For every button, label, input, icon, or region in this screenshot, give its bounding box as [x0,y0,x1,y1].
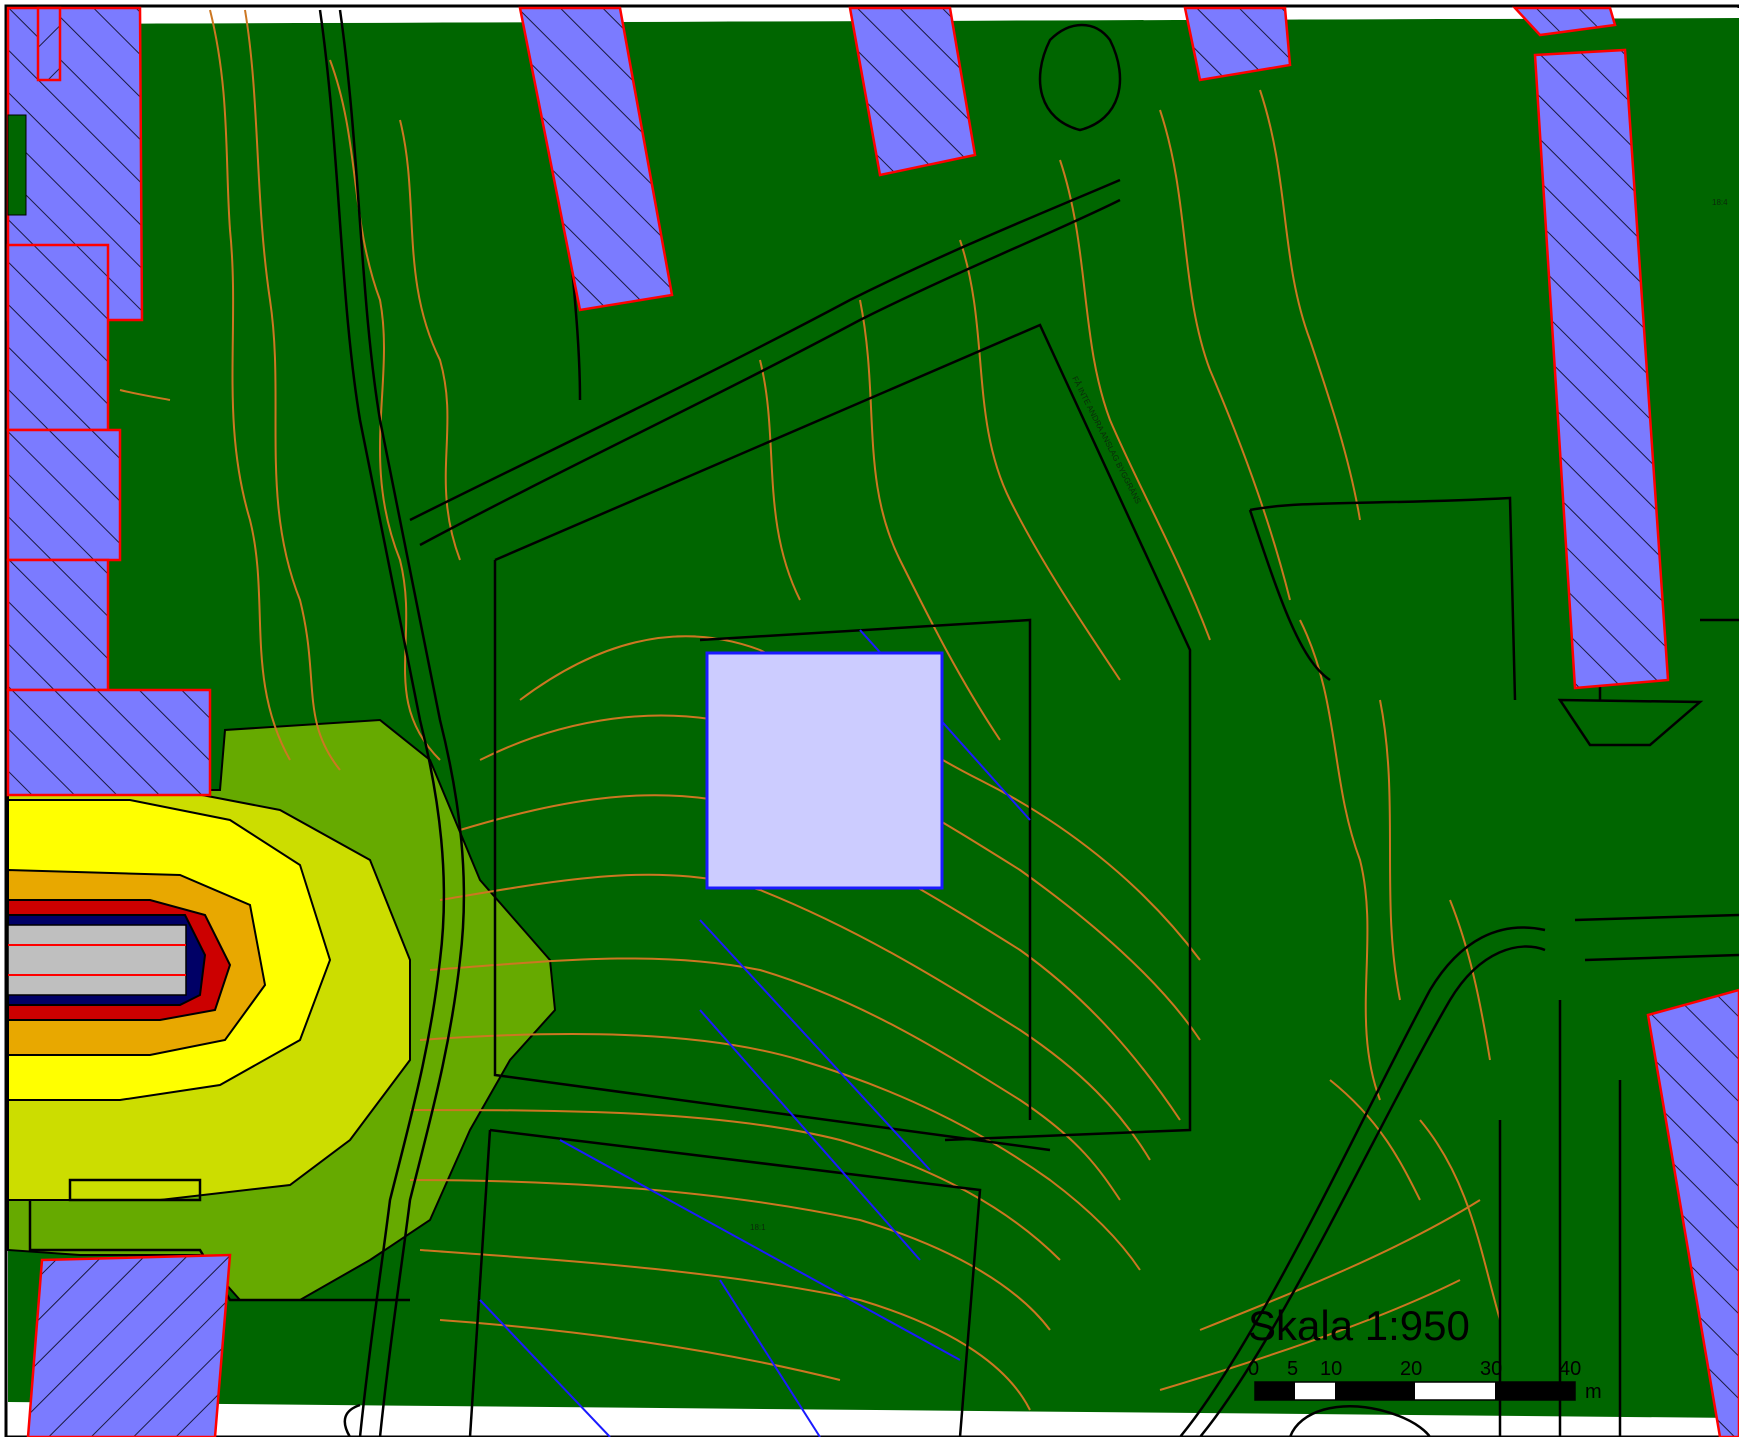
scale-tick-20: 20 [1400,1358,1422,1380]
building [1533,48,1670,690]
building [26,1253,232,1437]
building [848,6,977,177]
building [6,243,110,432]
building [6,558,110,692]
building [518,6,674,312]
scale-tick-40: 40 [1559,1358,1581,1380]
property-lines [28,9,1739,1437]
building [6,428,122,562]
building [1183,6,1292,82]
building [6,6,144,322]
scale-tick-10: 10 [1320,1358,1342,1380]
scale-tick-30: 30 [1480,1358,1502,1380]
building [1646,988,1739,1437]
scale-bar: Skala 1:950 0 5 10 20 30 40 m [1248,1302,1602,1403]
building [6,688,212,797]
noise-zones [7,718,557,1301]
small-green-block [7,114,27,216]
road-stub [7,924,187,996]
building [1512,6,1617,37]
parcel-label-b: 18:4 [1712,198,1728,207]
parcel-label-a: 18:1 [750,1223,766,1232]
planned-building [705,651,944,890]
scale-unit: m [1585,1381,1602,1403]
scale-tick-0: 0 [1248,1358,1259,1380]
scale-title: Skala 1:950 [1248,1302,1470,1349]
building [36,6,62,82]
scale-tick-5: 5 [1287,1358,1298,1380]
buildings [6,6,1739,1437]
